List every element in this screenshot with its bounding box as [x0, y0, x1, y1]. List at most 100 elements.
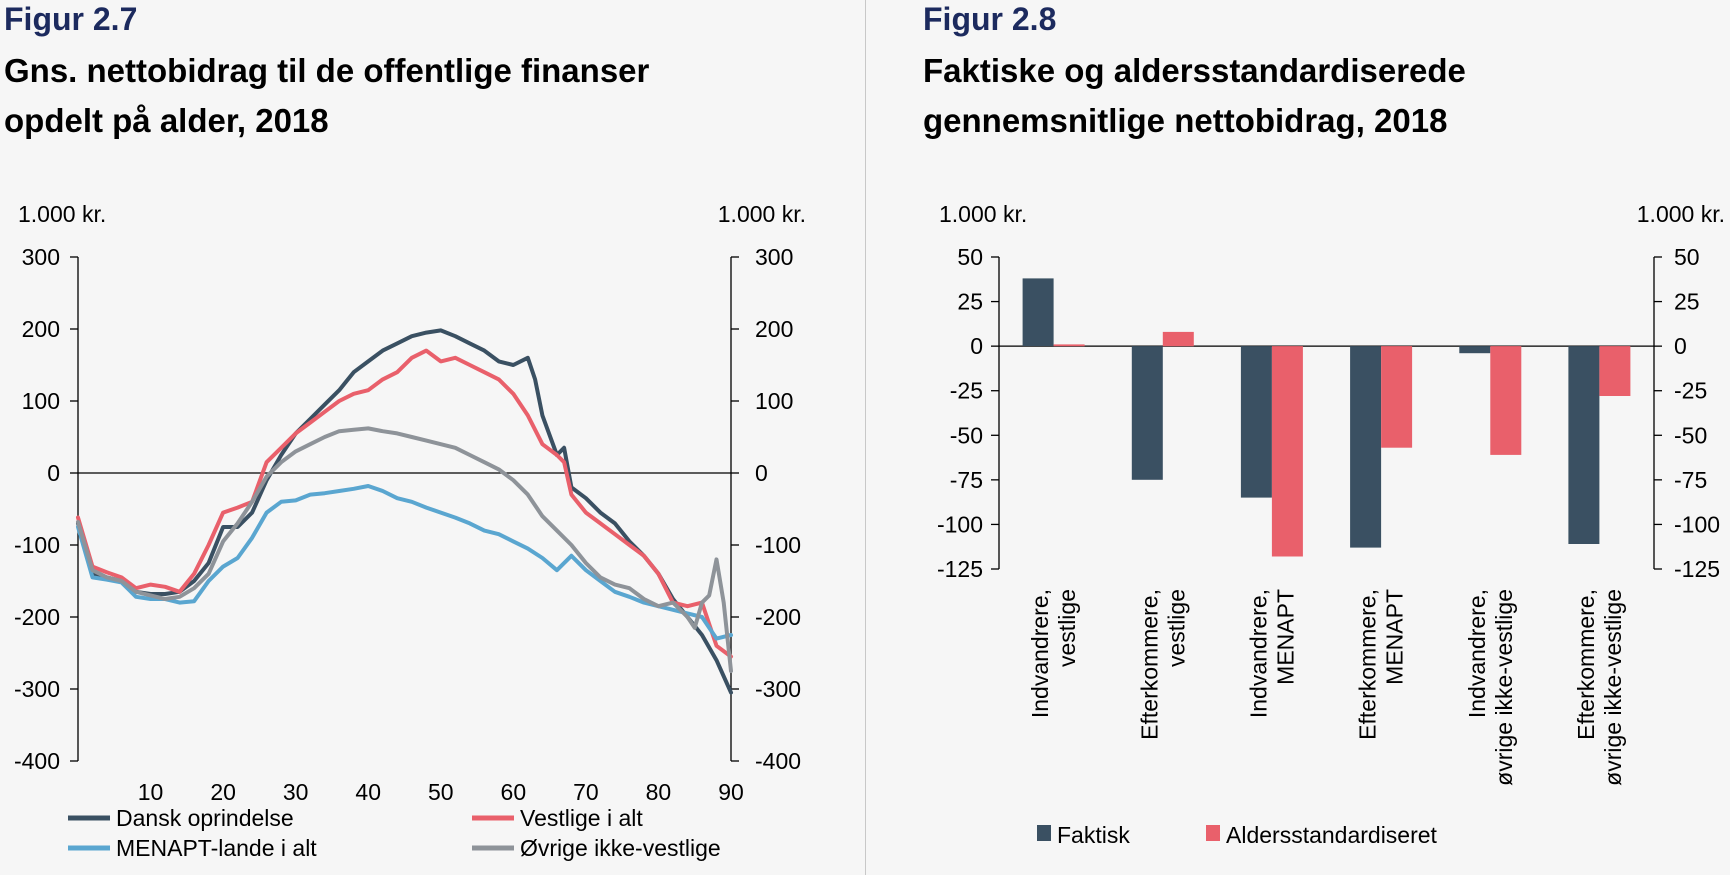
legend-swatch — [1037, 825, 1051, 841]
category-label-line: Indvandrere, — [1245, 589, 1271, 718]
legend-label: Øvrige ikke-vestlige — [520, 835, 721, 861]
bar-aldersstandardiseret-3 — [1381, 346, 1413, 448]
y-tick-label-right: -100 — [1674, 511, 1720, 537]
category-label: Efterkommere, øvrige ikke-vestlige — [1573, 589, 1626, 786]
figure-label: Figur 2.8 — [923, 1, 1057, 37]
y-tick-label-left: 200 — [22, 316, 60, 342]
y-tick-label-right: -25 — [1674, 378, 1707, 404]
y-tick-label-left: -100 — [14, 532, 60, 558]
y-tick-label-left: -300 — [14, 676, 60, 702]
plot-area — [1022, 278, 1631, 557]
y-tick-label-right: 300 — [755, 244, 793, 270]
y-tick-label-right: -125 — [1674, 556, 1720, 582]
line-chart: 1.000 kr. 1.000 kr. 300 300 200 200 100 100 0 0… — [14, 201, 806, 861]
y-tick-label-left: 50 — [957, 244, 983, 270]
y-tick-label-right: 100 — [755, 388, 793, 414]
category-label-line: Indvandrere, — [1027, 589, 1053, 718]
y-tick-label-right: -300 — [755, 676, 801, 702]
y-tick-label-right: 50 — [1674, 244, 1700, 270]
category-label: Indvandrere, øvrige ikke-vestlige — [1464, 589, 1517, 786]
bar-faktisk-2 — [1240, 346, 1272, 498]
bar-faktisk-5 — [1568, 346, 1600, 544]
y-axis-unit-left: 1.000 kr. — [939, 201, 1027, 227]
bar-chart: 1.000 kr. 1.000 kr. 50 50 25 25 0 0 -25 -25 -50 -… — [937, 201, 1725, 848]
series-line-0 — [76, 328, 733, 695]
x-tick-label: 20 — [210, 779, 236, 805]
legend-label: Vestlige i alt — [520, 805, 643, 831]
category-label-line: MENAPT — [1272, 589, 1298, 685]
figure-label: Figur 2.7 — [4, 1, 138, 37]
category-label-line: øvrige ikke-vestlige — [1491, 589, 1517, 786]
category-labels: Indvandrere, vestlige Efterkommere, vestlig… — [1027, 589, 1626, 786]
category-label-line: vestlige — [1163, 589, 1189, 667]
x-tick-label: 70 — [573, 779, 599, 805]
chart-title-line-2: gennemsnitlige nettobidrag, 2018 — [923, 102, 1448, 139]
category-label: Efterkommere, MENAPT — [1355, 589, 1408, 740]
y-tick-label-left: 100 — [22, 388, 60, 414]
series-line-2 — [76, 484, 733, 641]
y-tick-label-left: -25 — [950, 378, 983, 404]
axes: 50 50 25 25 0 0 -25 -25 -50 -50 -75 -75 -100 -100 -125… — [937, 244, 1720, 582]
bar-faktisk-0 — [1022, 278, 1054, 347]
x-tick-label: 30 — [283, 779, 309, 805]
y-tick-label-left: -200 — [14, 604, 60, 630]
category-label-line: MENAPT — [1382, 589, 1408, 685]
category-label-line: vestlige — [1054, 589, 1080, 667]
category-label: Indvandrere, MENAPT — [1245, 589, 1298, 718]
y-tick-label-left: -125 — [937, 556, 983, 582]
x-tick-label: 10 — [138, 779, 164, 805]
figure-2-8-panel: Figur 2.8 Faktiske og aldersstandardiser… — [867, 0, 1730, 875]
y-tick-label-right: -100 — [755, 532, 801, 558]
plot-area — [76, 328, 733, 695]
y-tick-label-left: 0 — [47, 460, 60, 486]
category-label-line: Efterkommere, — [1136, 589, 1162, 740]
category-label-line: Efterkommere, — [1573, 589, 1599, 740]
legend-label: Dansk oprindelse — [116, 805, 294, 831]
bar-faktisk-4 — [1459, 346, 1491, 354]
series-line-3 — [76, 426, 733, 673]
chart-title-line-2: opdelt på alder, 2018 — [4, 102, 329, 139]
y-tick-label-right: -200 — [755, 604, 801, 630]
chart-title-line-1: Faktiske og aldersstandardiserede — [923, 52, 1466, 89]
y-tick-label-left: -75 — [950, 467, 983, 493]
legend: Faktisk Aldersstandardiseret — [1037, 822, 1438, 848]
y-axis-unit-left: 1.000 kr. — [18, 201, 106, 227]
x-tick-label: 60 — [501, 779, 527, 805]
x-tick-label: 90 — [718, 779, 744, 805]
bar-faktisk-1 — [1131, 346, 1163, 480]
bar-aldersstandardiseret-1 — [1162, 331, 1194, 347]
y-tick-label-left: -100 — [937, 511, 983, 537]
series-line-1 — [76, 348, 733, 659]
legend-label: Faktisk — [1057, 822, 1130, 848]
y-tick-label-left: 25 — [957, 289, 983, 315]
axes: 300 300 200 200 100 100 0 0 -100 -100 -200 -200 -300… — [14, 244, 801, 805]
chart-title-line-1: Gns. nettobidrag til de offentlige finan… — [4, 52, 650, 89]
category-label-line: øvrige ikke-vestlige — [1600, 589, 1626, 786]
chart-title: Faktiske og aldersstandardiserede gennem… — [923, 46, 1466, 146]
y-tick-label-right: -75 — [1674, 467, 1707, 493]
bar-aldersstandardiseret-5 — [1599, 346, 1631, 396]
figure-2-7-panel: Figur 2.7 Gns. nettobidrag til de offent… — [4, 1, 806, 861]
y-tick-label-left: 300 — [22, 244, 60, 270]
y-tick-label-right: 0 — [1674, 333, 1687, 359]
bar-aldersstandardiseret-4 — [1490, 346, 1522, 455]
x-tick-label: 40 — [355, 779, 381, 805]
panel-divider — [865, 0, 866, 875]
legend: Dansk oprindelse Vestlige i alt MENAPT-lan… — [68, 805, 721, 861]
legend-label: Aldersstandardiseret — [1226, 822, 1438, 848]
y-axis-unit-right: 1.000 kr. — [1637, 201, 1725, 227]
category-label-line: Efterkommere, — [1355, 589, 1381, 740]
legend-label: MENAPT-lande i alt — [116, 835, 317, 861]
bar-aldersstandardiseret-2 — [1271, 346, 1303, 557]
category-label: Indvandrere, vestlige — [1027, 589, 1080, 718]
y-axis-unit-right: 1.000 kr. — [718, 201, 806, 227]
y-tick-label-right: -50 — [1674, 422, 1707, 448]
x-tick-label: 50 — [428, 779, 454, 805]
y-tick-label-left: -50 — [950, 422, 983, 448]
y-tick-label-right: 25 — [1674, 289, 1700, 315]
y-tick-label-right: -400 — [755, 748, 801, 774]
x-tick-label: 80 — [646, 779, 672, 805]
bar-faktisk-3 — [1350, 346, 1382, 548]
chart-title: Gns. nettobidrag til de offentlige finan… — [4, 46, 649, 146]
y-tick-label-right: 200 — [755, 316, 793, 342]
